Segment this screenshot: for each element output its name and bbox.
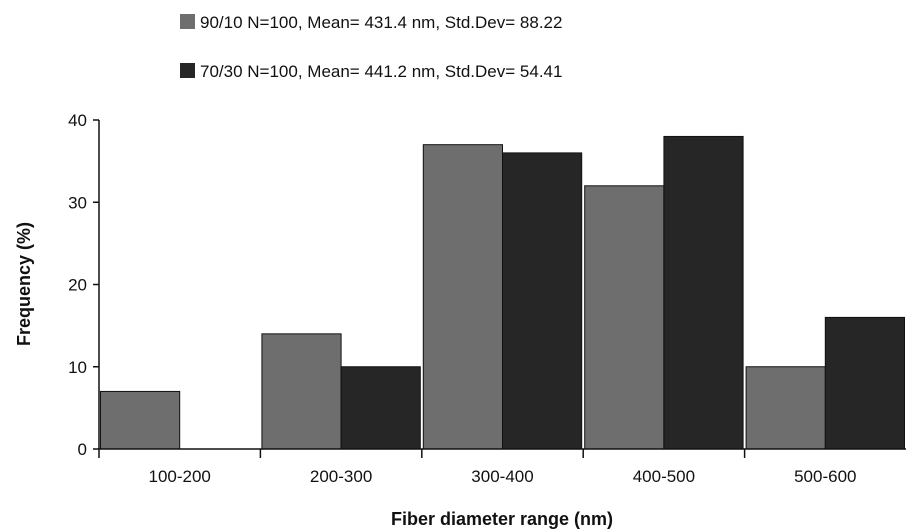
x-axis-label: Fiber diameter range (nm) <box>391 509 613 529</box>
bar-s1-200-300 <box>340 366 421 450</box>
legend-swatch-70-30 <box>180 63 195 78</box>
bar-s0-200-300 <box>261 333 342 450</box>
legend-label-90-10: 90/10 N=100, Mean= 431.4 nm, Std.Dev= 88… <box>200 13 562 32</box>
y-tick-label-0: 0 <box>78 440 87 459</box>
y-axis-label: Frequency (%) <box>14 222 34 346</box>
y-tick-label-10: 10 <box>68 358 87 377</box>
legend-label-70-30: 70/30 N=100, Mean= 441.2 nm, Std.Dev= 54… <box>200 62 562 81</box>
legend: 90/10 N=100, Mean= 431.4 nm, Std.Dev= 88… <box>180 13 562 81</box>
x-tick-label-100-200: 100-200 <box>149 467 211 486</box>
bar-s0-400-500 <box>584 185 665 450</box>
bar-s0-100-200 <box>100 390 181 450</box>
y-axis-ticks: 0 10 20 30 40 <box>68 111 99 459</box>
x-tick-label-300-400: 300-400 <box>471 467 533 486</box>
x-tick-label-200-300: 200-300 <box>310 467 372 486</box>
x-tick-label-500-600: 500-600 <box>794 467 856 486</box>
bar-s1-500-600 <box>824 316 905 450</box>
legend-swatch-90-10 <box>180 14 195 29</box>
bars <box>100 135 905 450</box>
y-tick-label-20: 20 <box>68 276 87 295</box>
bar-s1-400-500 <box>663 135 744 450</box>
bar-s0-500-600 <box>745 366 826 450</box>
bar-s0-300-400 <box>422 144 503 450</box>
y-tick-label-40: 40 <box>68 111 87 130</box>
bar-s1-300-400 <box>502 152 583 450</box>
x-tick-label-400-500: 400-500 <box>633 467 695 486</box>
x-axis-ticks: 100-200 200-300 300-400 400-500 500-600 <box>98 449 856 486</box>
y-tick-label-30: 30 <box>68 193 87 212</box>
